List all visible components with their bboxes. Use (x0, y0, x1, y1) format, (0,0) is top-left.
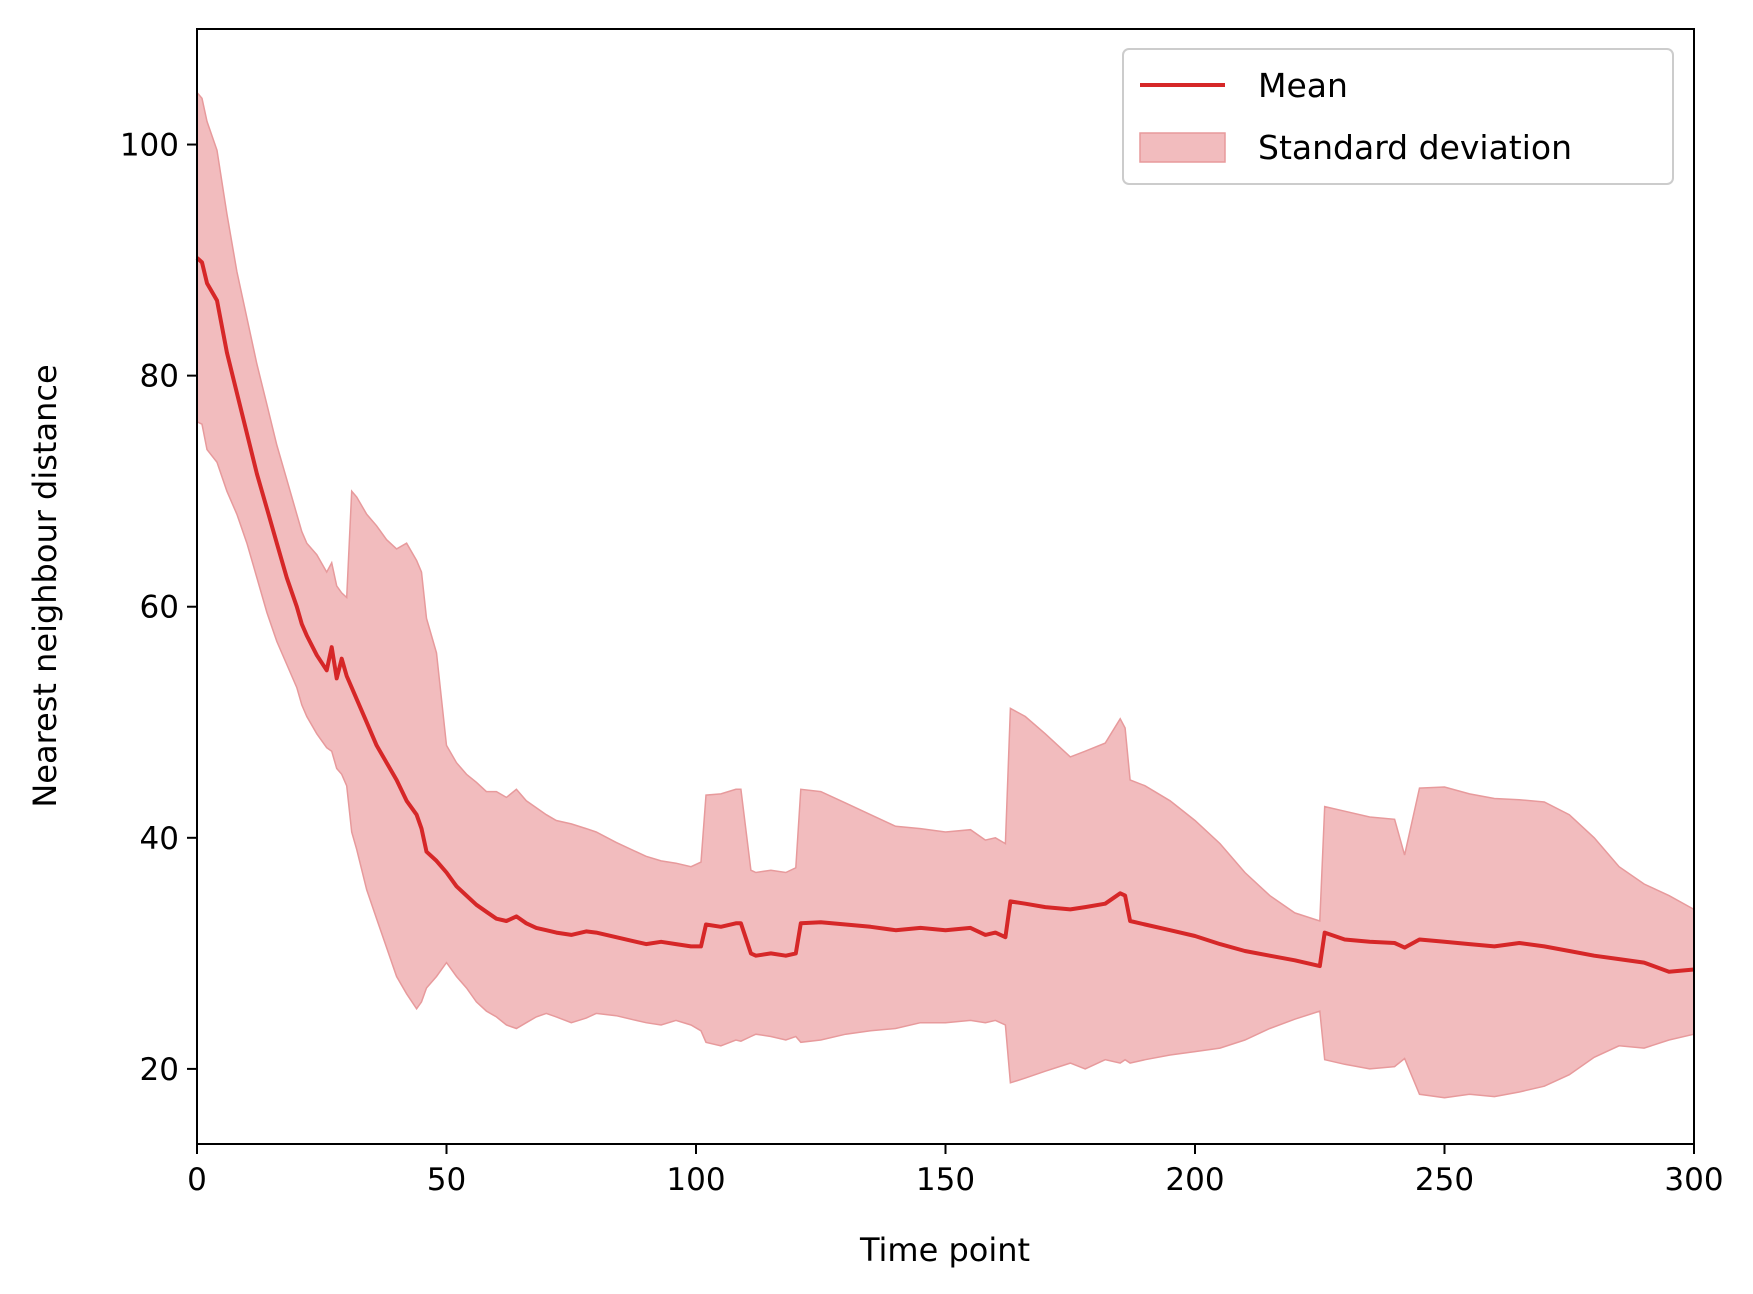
x-axis: 0 50 100 150 200 250 300 (187, 1144, 1724, 1198)
std-band (196, 90, 1695, 1099)
legend-box (1122, 48, 1674, 185)
x-tick-label: 300 (1664, 1162, 1723, 1198)
y-tick-label: 40 (140, 821, 179, 857)
x-tick-label: 50 (427, 1162, 466, 1198)
y-tick-label: 20 (140, 1052, 179, 1088)
mean-line-layer (195, 256, 1695, 974)
y-tick-label: 60 (140, 590, 179, 626)
x-axis-label: Time point (859, 1231, 1030, 1269)
plot-area (195, 28, 1695, 1145)
legend-std-label: Standard deviation (1258, 128, 1572, 167)
x-tick-label: 100 (666, 1162, 725, 1198)
x-tick-label: 200 (1165, 1162, 1224, 1198)
legend-std-swatch (1139, 132, 1226, 163)
legend-mean-label: Mean (1258, 66, 1348, 105)
x-tick-label: 0 (187, 1162, 207, 1198)
y-tick-label: 80 (140, 359, 179, 395)
mean-line (195, 256, 1695, 974)
x-tick-label: 250 (1415, 1162, 1474, 1198)
y-tick-label: 100 (120, 128, 179, 164)
legend: Mean Standard deviation (1122, 48, 1674, 185)
x-tick-label: 150 (916, 1162, 975, 1198)
std-band-layer (196, 90, 1695, 1099)
y-axis-label: Nearest neighbour distance (26, 364, 64, 807)
y-axis: 20 40 60 80 100 (120, 128, 197, 1088)
